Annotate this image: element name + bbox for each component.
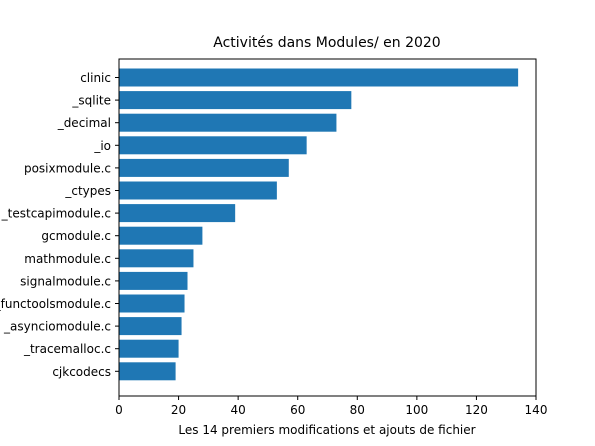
- y-tick-label: signalmodule.c: [20, 274, 111, 288]
- x-axis-label: Les 14 premiers modifications et ajouts …: [178, 423, 475, 437]
- y-tick-label: posixmodule.c: [24, 161, 111, 175]
- bar: [119, 113, 337, 132]
- x-tick-label: 80: [350, 403, 365, 417]
- bar: [119, 249, 194, 268]
- x-tick-label: 0: [115, 403, 123, 417]
- bar: [119, 294, 185, 313]
- x-tick-label: 120: [465, 403, 488, 417]
- bar: [119, 362, 176, 381]
- y-tick-label: _testcapimodule.c: [1, 207, 111, 221]
- y-tick-label: _io: [93, 139, 111, 153]
- bar: [119, 204, 236, 223]
- bar: [119, 339, 179, 358]
- x-tick-label: 40: [231, 403, 246, 417]
- x-tick-label: 60: [290, 403, 305, 417]
- x-tick-label: 100: [405, 403, 428, 417]
- y-tick-label: _decimal: [57, 116, 111, 130]
- bar: [119, 91, 352, 110]
- plot-frame: [118, 58, 537, 397]
- y-tick-label: _functoolsmodule.c: [0, 297, 111, 311]
- y-tick-label: gcmodule.c: [41, 229, 111, 243]
- bar: [119, 68, 519, 87]
- y-tick-label: _sqlite: [71, 94, 111, 108]
- bar: [119, 271, 188, 290]
- y-tick-label: cjkcodecs: [52, 365, 111, 379]
- bar: [119, 181, 277, 200]
- chart-title: Activités dans Modules/ en 2020: [213, 35, 440, 51]
- y-axis-ticks: clinic _sqlite _decimal _io posixmodule.c _ct…: [0, 71, 119, 379]
- y-tick-label: _asynciomodule.c: [3, 320, 111, 334]
- bar: [119, 226, 203, 245]
- y-tick-label: mathmodule.c: [24, 252, 111, 266]
- bar: [119, 317, 182, 336]
- bar: [119, 158, 289, 177]
- bar: [119, 136, 307, 155]
- x-tick-label: 140: [525, 403, 548, 417]
- y-tick-label: _ctypes: [64, 184, 111, 198]
- y-tick-label: clinic: [80, 71, 111, 85]
- bars-group: [119, 68, 519, 381]
- x-axis-ticks: 0 20 40 60 80 100 120 140: [115, 396, 547, 417]
- x-tick-label: 20: [171, 403, 186, 417]
- y-tick-label: _tracemalloc.c: [23, 342, 111, 356]
